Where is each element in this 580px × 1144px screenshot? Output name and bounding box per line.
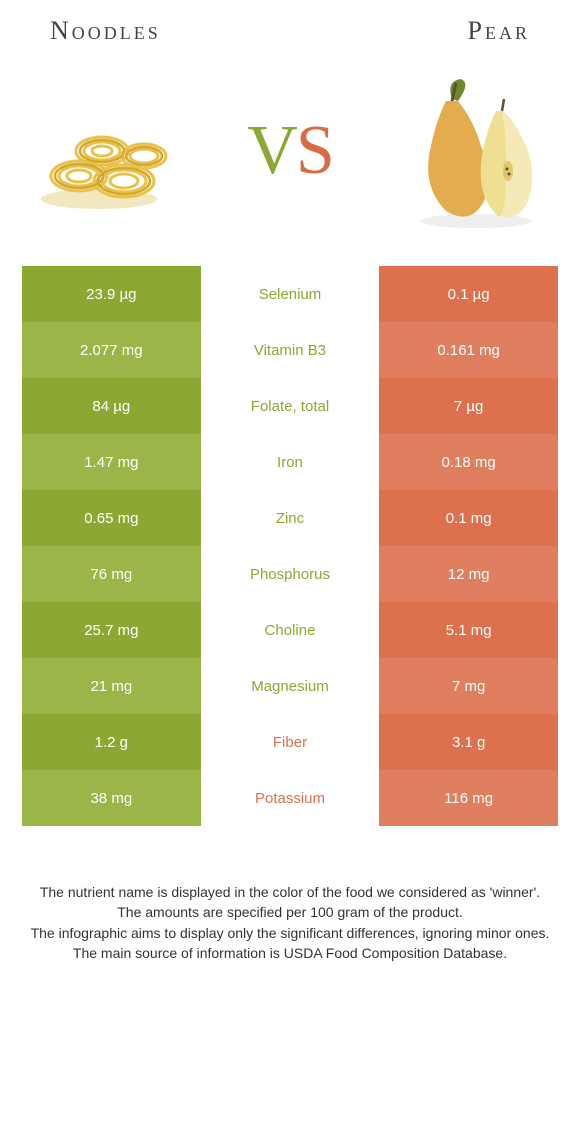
left-value-cell: 76 mg: [22, 546, 201, 602]
left-food-title: Noodles: [50, 16, 161, 46]
right-value-cell: 7 mg: [379, 658, 558, 714]
right-value-cell: 0.161 mg: [379, 322, 558, 378]
nutrient-label-cell: Magnesium: [201, 658, 380, 714]
footer-line-3: The infographic aims to display only the…: [30, 923, 550, 943]
left-value-cell: 2.077 mg: [22, 322, 201, 378]
right-food-title: Pear: [468, 16, 530, 46]
left-value-cell: 1.47 mg: [22, 434, 201, 490]
table-row: 2.077 mgVitamin B30.161 mg: [22, 322, 558, 378]
right-value-cell: 116 mg: [379, 770, 558, 826]
table-row: 1.2 gFiber3.1 g: [22, 714, 558, 770]
pear-image: [376, 71, 556, 231]
right-value-cell: 0.1 mg: [379, 490, 558, 546]
nutrient-label-cell: Selenium: [201, 266, 380, 322]
table-row: 76 mgPhosphorus12 mg: [22, 546, 558, 602]
right-value-cell: 0.18 mg: [379, 434, 558, 490]
table-row: 1.47 mgIron0.18 mg: [22, 434, 558, 490]
vs-s: S: [296, 112, 333, 189]
table-row: 0.65 mgZinc0.1 mg: [22, 490, 558, 546]
table-row: 38 mgPotassium116 mg: [22, 770, 558, 826]
table-row: 23.9 µgSelenium0.1 µg: [22, 266, 558, 322]
vs-label: VS: [247, 111, 333, 191]
table-row: 25.7 mgCholine5.1 mg: [22, 602, 558, 658]
right-value-cell: 12 mg: [379, 546, 558, 602]
footer-text: The nutrient name is displayed in the co…: [0, 826, 580, 963]
right-value-cell: 3.1 g: [379, 714, 558, 770]
right-value-cell: 5.1 mg: [379, 602, 558, 658]
right-value-cell: 7 µg: [379, 378, 558, 434]
left-value-cell: 0.65 mg: [22, 490, 201, 546]
nutrient-label-cell: Choline: [201, 602, 380, 658]
left-value-cell: 23.9 µg: [22, 266, 201, 322]
left-value-cell: 84 µg: [22, 378, 201, 434]
left-value-cell: 21 mg: [22, 658, 201, 714]
footer-line-2: The amounts are specified per 100 gram o…: [30, 902, 550, 922]
nutrient-label-cell: Iron: [201, 434, 380, 490]
vs-v: V: [247, 112, 296, 189]
nutrient-label-cell: Folate, total: [201, 378, 380, 434]
nutrient-label-cell: Vitamin B3: [201, 322, 380, 378]
table-row: 84 µgFolate, total7 µg: [22, 378, 558, 434]
footer-line-1: The nutrient name is displayed in the co…: [30, 882, 550, 902]
nutrient-label-cell: Phosphorus: [201, 546, 380, 602]
left-value-cell: 38 mg: [22, 770, 201, 826]
left-value-cell: 1.2 g: [22, 714, 201, 770]
nutrient-label-cell: Zinc: [201, 490, 380, 546]
nutrient-label-cell: Fiber: [201, 714, 380, 770]
footer-line-4: The main source of information is USDA F…: [30, 943, 550, 963]
noodles-image: [24, 71, 204, 231]
right-value-cell: 0.1 µg: [379, 266, 558, 322]
comparison-table: 23.9 µgSelenium0.1 µg2.077 mgVitamin B30…: [22, 266, 558, 826]
nutrient-label-cell: Potassium: [201, 770, 380, 826]
table-row: 21 mgMagnesium7 mg: [22, 658, 558, 714]
left-value-cell: 25.7 mg: [22, 602, 201, 658]
